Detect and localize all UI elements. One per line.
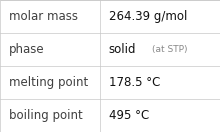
Text: melting point: melting point [9,76,88,89]
Text: 495 °C: 495 °C [109,109,149,122]
Text: solid: solid [109,43,136,56]
Text: phase: phase [9,43,44,56]
Text: molar mass: molar mass [9,10,78,23]
Text: 178.5 °C: 178.5 °C [109,76,160,89]
Text: 264.39 g/mol: 264.39 g/mol [109,10,187,23]
Text: boiling point: boiling point [9,109,82,122]
Text: (at STP): (at STP) [152,45,187,54]
